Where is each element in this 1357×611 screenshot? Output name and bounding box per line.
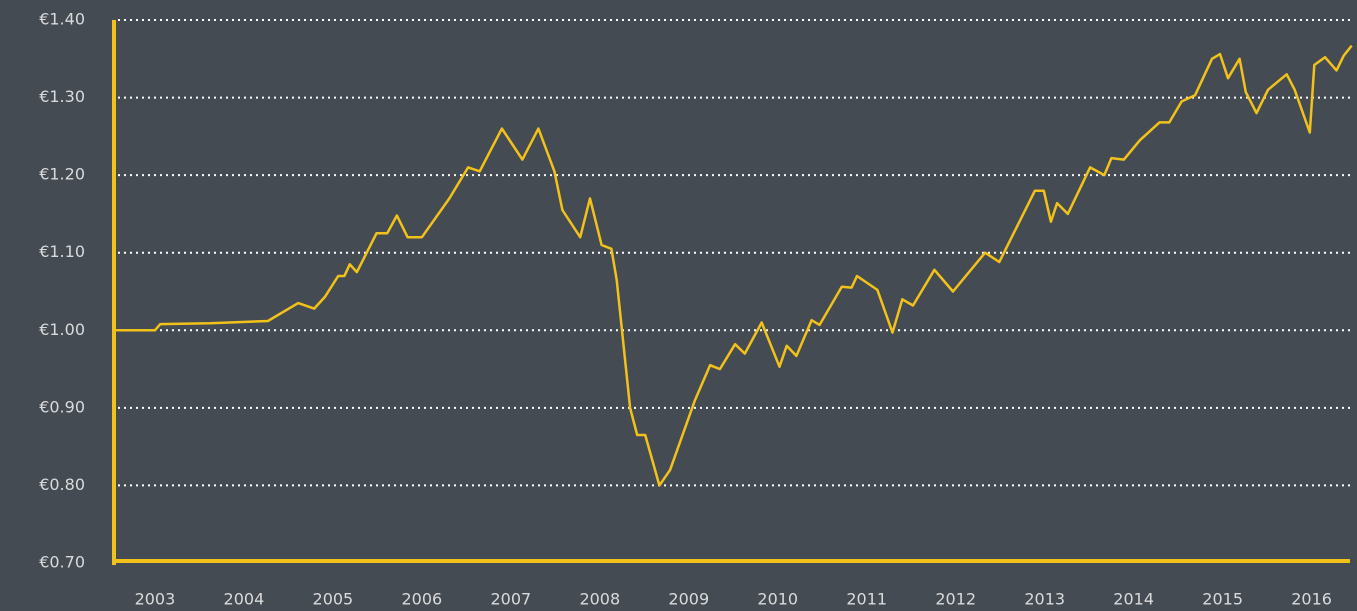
y-tick-label: €1.30 xyxy=(39,87,85,106)
x-tick-label: 2006 xyxy=(401,590,442,609)
x-tick-label: 2003 xyxy=(135,590,176,609)
x-tick-label: 2013 xyxy=(1024,590,1065,609)
x-tick-label: 2014 xyxy=(1113,590,1154,609)
data-line xyxy=(114,44,1353,487)
y-tick-label: €1.10 xyxy=(39,242,85,261)
y-tick-label: €1.20 xyxy=(39,165,85,184)
x-tick-label: 2016 xyxy=(1291,590,1332,609)
x-tick-label: 2015 xyxy=(1202,590,1243,609)
x-tick-label: 2007 xyxy=(490,590,531,609)
x-tick-label: 2005 xyxy=(313,590,354,609)
y-tick-label: €1.00 xyxy=(39,320,85,339)
y-tick-label: €0.90 xyxy=(39,397,85,416)
y-tick-label: €0.70 xyxy=(39,553,85,572)
x-tick-label: 2004 xyxy=(224,590,265,609)
y-tick-label: €0.80 xyxy=(39,475,85,494)
x-tick-label: 2009 xyxy=(668,590,709,609)
x-tick-label: 2012 xyxy=(935,590,976,609)
x-tick-label: 2011 xyxy=(846,590,887,609)
x-tick-label: 2010 xyxy=(757,590,798,609)
x-tick-label: 2008 xyxy=(579,590,620,609)
y-tick-label: €1.40 xyxy=(39,10,85,29)
